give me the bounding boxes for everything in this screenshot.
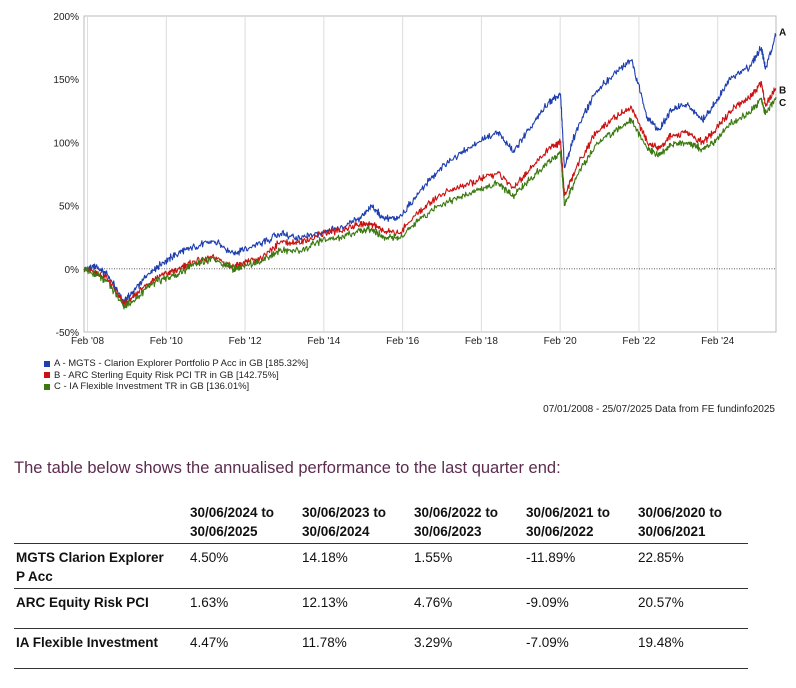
header-period-1: 30/06/2024 to 30/06/2025	[188, 503, 300, 544]
legend-label-a: A - MGTS - Clarion Explorer Portfolio P …	[54, 358, 309, 369]
chart-legend: A - MGTS - Clarion Explorer Portfolio P …	[44, 358, 308, 393]
legend-label-c: C - IA Flexible Investment TR in GB [136…	[54, 381, 250, 392]
row-name-cell: ARC Equity Risk PCI	[14, 588, 188, 629]
series-end-label-c: C	[779, 98, 786, 109]
value-cell: 4.50%	[188, 543, 300, 589]
y-tick-label: -50%	[56, 328, 79, 339]
value-cell: 4.76%	[412, 588, 524, 629]
legend-label-b: B - ARC Sterling Equity Risk PCI TR in G…	[54, 369, 279, 381]
x-axis: Feb '08 Feb '10 Feb '12 Feb '14 Feb '16 Feb '…	[71, 336, 735, 345]
header-period-3: 30/06/2022 to 30/06/2023	[412, 503, 524, 544]
value-cell: 12.13%	[300, 588, 412, 629]
x-tick-label: Feb '14	[307, 336, 340, 345]
header-period-2: 30/06/2023 to 30/06/2024	[300, 503, 412, 544]
legend-entry-c: C - IA Flexible Investment TR in GB [136…	[44, 381, 308, 393]
plot-area	[83, 15, 777, 333]
series-end-label-b: B	[779, 85, 786, 96]
value-cell: 3.29%	[412, 628, 524, 669]
series-end-labels: A BC	[779, 28, 786, 109]
x-tick-label: Feb '08	[71, 336, 104, 345]
header-period-5: 30/06/2020 to 30/06/2021	[636, 503, 748, 544]
table-row: IA Flexible Investment 4.47% 11.78% 3.29…	[14, 628, 748, 669]
value-cell: 11.78%	[300, 628, 412, 669]
y-tick-label: 0%	[65, 265, 80, 276]
value-cell: 4.47%	[188, 628, 300, 669]
x-gridlines	[87, 16, 719, 332]
row-name-cell: IA Flexible Investment	[14, 628, 188, 669]
x-tick-label: Feb '12	[229, 336, 262, 345]
annualised-performance-table: 30/06/2024 to 30/06/2025 30/06/2023 to 30/…	[14, 503, 748, 669]
x-tick-label: Feb '22	[622, 336, 655, 345]
series-end-label-a: A	[779, 28, 786, 39]
table-row: ARC Equity Risk PCI 1.63% 12.13% 4.76% -…	[14, 588, 748, 629]
value-cell: -7.09%	[524, 628, 636, 669]
value-cell: 14.18%	[300, 543, 412, 589]
value-cell: 20.57%	[636, 588, 748, 629]
y-tick-label: 200%	[53, 12, 79, 23]
y-tick-label: 150%	[53, 75, 79, 86]
x-tick-label: Feb '20	[544, 336, 577, 345]
data-source-note: 07/01/2008 - 25/07/2025 Data from FE fun…	[543, 404, 775, 415]
value-cell: 22.85%	[636, 543, 748, 589]
series-line-c	[83, 96, 777, 310]
value-cell: 1.55%	[412, 543, 524, 589]
legend-swatch-a	[44, 360, 50, 367]
table-intro-text: The table below shows the annualised per…	[14, 459, 561, 477]
series-line-a	[83, 33, 777, 303]
performance-line-chart: Feb '08 Feb '10 Feb '12 Feb '14 Feb '16 Feb '…	[53, 12, 786, 345]
value-cell: 1.63%	[188, 588, 300, 629]
x-tick-label: Feb '10	[150, 336, 183, 345]
y-tick-label: 50%	[59, 202, 79, 213]
y-tick-label: 100%	[53, 138, 79, 149]
header-blank-cell	[14, 503, 188, 544]
series-lines	[83, 33, 777, 310]
legend-swatch-c	[44, 383, 50, 390]
x-tick-label: Feb '24	[701, 336, 734, 345]
legend-swatch-b	[44, 372, 50, 379]
table-header-row: 30/06/2024 to 30/06/2025 30/06/2023 to 30/…	[14, 503, 748, 544]
x-tick-label: Feb '16	[386, 336, 419, 345]
table-row: MGTS Clarion Explorer P Acc 4.50% 14.18% …	[14, 543, 748, 589]
value-cell: -11.89%	[524, 543, 636, 589]
legend-entry-a: A - MGTS - Clarion Explorer Portfolio P …	[44, 358, 308, 370]
row-name-cell: MGTS Clarion Explorer P Acc	[14, 543, 188, 589]
y-axis: 200% 150% 100% 50% 0% -50%	[53, 12, 79, 339]
value-cell: -9.09%	[524, 588, 636, 629]
header-period-4: 30/06/2021 to 30/06/2022	[524, 503, 636, 544]
x-tick-label: Feb '18	[465, 336, 498, 345]
value-cell: 19.48%	[636, 628, 748, 669]
legend-entry-b: B - ARC Sterling Equity Risk PCI TR in G…	[44, 370, 308, 382]
series-line-b	[83, 80, 777, 307]
